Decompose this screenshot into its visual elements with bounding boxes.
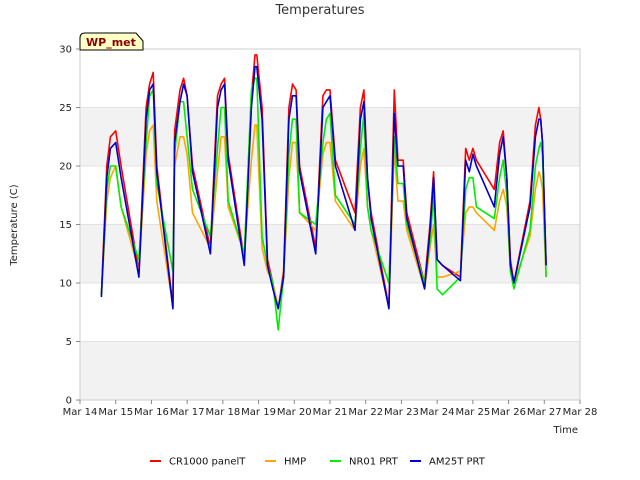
legend-label-am25t-prt: AM25T PRT bbox=[429, 457, 486, 468]
y-tick-label-6: 30 bbox=[59, 45, 72, 56]
y-tick-label-2: 10 bbox=[59, 279, 72, 290]
x-axis-ticks: Mar 14 Mar 15 Mar 16 Mar 17 Mar 18 Mar 19 Mar … bbox=[63, 400, 598, 418]
series-line-cr1000-panelt bbox=[100, 54, 547, 310]
y-tick-label-3: 15 bbox=[59, 220, 72, 231]
y-axis-ticks: 0 5 10 15 20 25 30 bbox=[59, 45, 80, 407]
series-line-hmp bbox=[100, 124, 547, 308]
legend: CR1000 panelT HMP NR01 PRT AM25T PRT bbox=[150, 457, 486, 468]
x-tick-label-14: Mar 28 bbox=[563, 407, 598, 418]
x-tick-label-0: Mar 14 bbox=[63, 407, 98, 418]
series-lines bbox=[100, 54, 547, 331]
x-tick-label-4: Mar 18 bbox=[205, 407, 240, 418]
site-label: WP_met bbox=[86, 36, 136, 49]
x-tick-label-13: Mar 27 bbox=[527, 407, 562, 418]
x-tick-label-10: Mar 24 bbox=[420, 407, 455, 418]
y-tick-label-1: 5 bbox=[66, 337, 72, 348]
x-tick-label-11: Mar 25 bbox=[455, 407, 490, 418]
x-tick-label-8: Mar 22 bbox=[348, 407, 383, 418]
y-axis-title: Temperature (C) bbox=[9, 184, 20, 266]
x-tick-label-2: Mar 16 bbox=[134, 407, 169, 418]
background-bands bbox=[80, 107, 580, 400]
series-line-am25t-prt bbox=[100, 65, 547, 310]
site-badge: WP_met bbox=[79, 32, 144, 51]
x-tick-label-7: Mar 21 bbox=[313, 407, 348, 418]
x-axis-title: Time bbox=[553, 425, 578, 436]
x-tick-label-3: Mar 17 bbox=[170, 407, 205, 418]
y-tick-label-5: 25 bbox=[59, 103, 72, 114]
x-tick-label-6: Mar 20 bbox=[277, 407, 312, 418]
y-tick-label-4: 20 bbox=[59, 162, 72, 173]
chart-title: Temperatures bbox=[274, 3, 364, 18]
x-tick-label-1: Mar 15 bbox=[98, 407, 133, 418]
x-tick-label-5: Mar 19 bbox=[241, 407, 276, 418]
legend-label-nr01-prt: NR01 PRT bbox=[349, 457, 399, 468]
legend-label-hmp: HMP bbox=[284, 457, 306, 468]
legend-label-cr1000-panelt: CR1000 panelT bbox=[169, 457, 246, 468]
band-1 bbox=[80, 224, 580, 283]
x-tick-label-12: Mar 26 bbox=[491, 407, 526, 418]
y-tick-label-0: 0 bbox=[66, 396, 72, 407]
band-0 bbox=[80, 341, 580, 400]
x-tick-label-9: Mar 23 bbox=[384, 407, 419, 418]
